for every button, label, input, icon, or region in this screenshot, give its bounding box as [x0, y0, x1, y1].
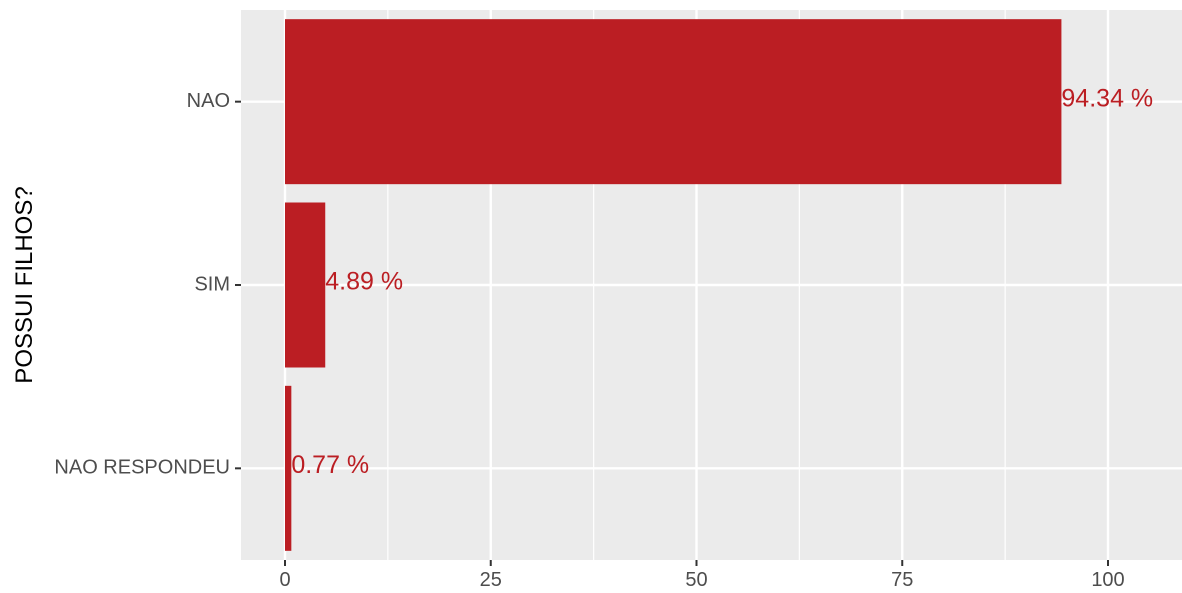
x-tick-label: 0 — [279, 569, 290, 591]
x-tick-label: 75 — [891, 569, 913, 591]
bar-value-label: 4.89 % — [325, 268, 403, 296]
bars — [285, 19, 1062, 551]
bar-value-label: 94.34 % — [1061, 84, 1153, 112]
bar — [285, 202, 326, 368]
bar — [285, 19, 1062, 185]
x-tick-label: 100 — [1091, 569, 1124, 591]
y-tick-label: NAO — [187, 90, 230, 112]
x-tick-label: 50 — [685, 569, 707, 591]
y-axis-title: POSSUI FILHOS? — [11, 186, 38, 383]
y-tick-label: NAO RESPONDEU — [54, 457, 230, 479]
y-axis: NAO SIM NAO RESPONDEU — [54, 90, 241, 479]
bar-labels: 94.34 % 4.89 % 0.77 % — [291, 84, 1153, 479]
bar — [285, 385, 292, 551]
bar-value-label: 0.77 % — [291, 451, 369, 479]
x-axis: 0 25 50 75 100 — [279, 560, 1125, 591]
x-tick-label: 25 — [480, 569, 502, 591]
y-tick-label: SIM — [194, 273, 230, 295]
